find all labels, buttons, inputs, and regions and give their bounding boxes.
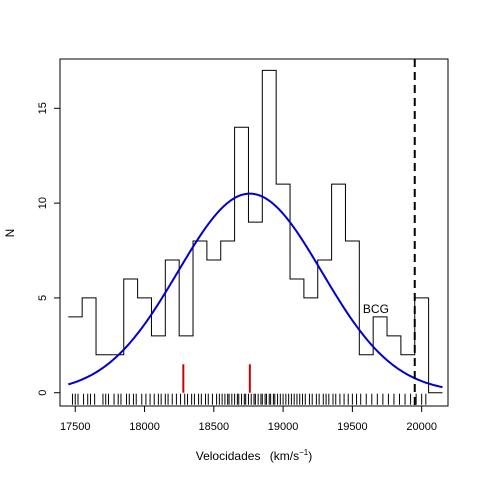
y-tick-label: 15 (37, 102, 49, 114)
x-axis-title-close: ) (308, 449, 312, 463)
gaussian-curve (68, 192, 443, 389)
y-tick-label: 10 (37, 197, 49, 209)
axes (59, 58, 449, 407)
y-axis-title: N (3, 229, 17, 238)
rug-plot (71, 393, 427, 405)
y-tick-label: 0 (37, 390, 49, 396)
x-axis-title: Velocidades (km/s−1) (196, 448, 313, 463)
x-tick-label: 17500 (60, 421, 91, 433)
y-tick-label: 5 (37, 295, 49, 301)
x-tick-label: 19000 (268, 421, 299, 433)
x-tick-label: 20000 (406, 421, 437, 433)
bcg-label: BCG (363, 302, 389, 316)
x-tick-label: 18000 (129, 421, 160, 433)
x-axis-title-main: Velocidades (196, 449, 261, 463)
x-tick-label: 19500 (337, 421, 368, 433)
histogram-outline (68, 69, 443, 394)
x-axis-title-unit: (km/s (270, 449, 299, 463)
subgroup-markers (182, 364, 251, 393)
ticks: 17500 18000 18500 19000 19500 20000 0 5 10 15 (37, 102, 437, 433)
x-tick-label: 18500 (199, 421, 230, 433)
gaussian-fit (68, 192, 443, 389)
x-axis-title-exp: −1 (299, 448, 309, 457)
plot-frame (59, 58, 449, 407)
histogram (68, 69, 443, 394)
